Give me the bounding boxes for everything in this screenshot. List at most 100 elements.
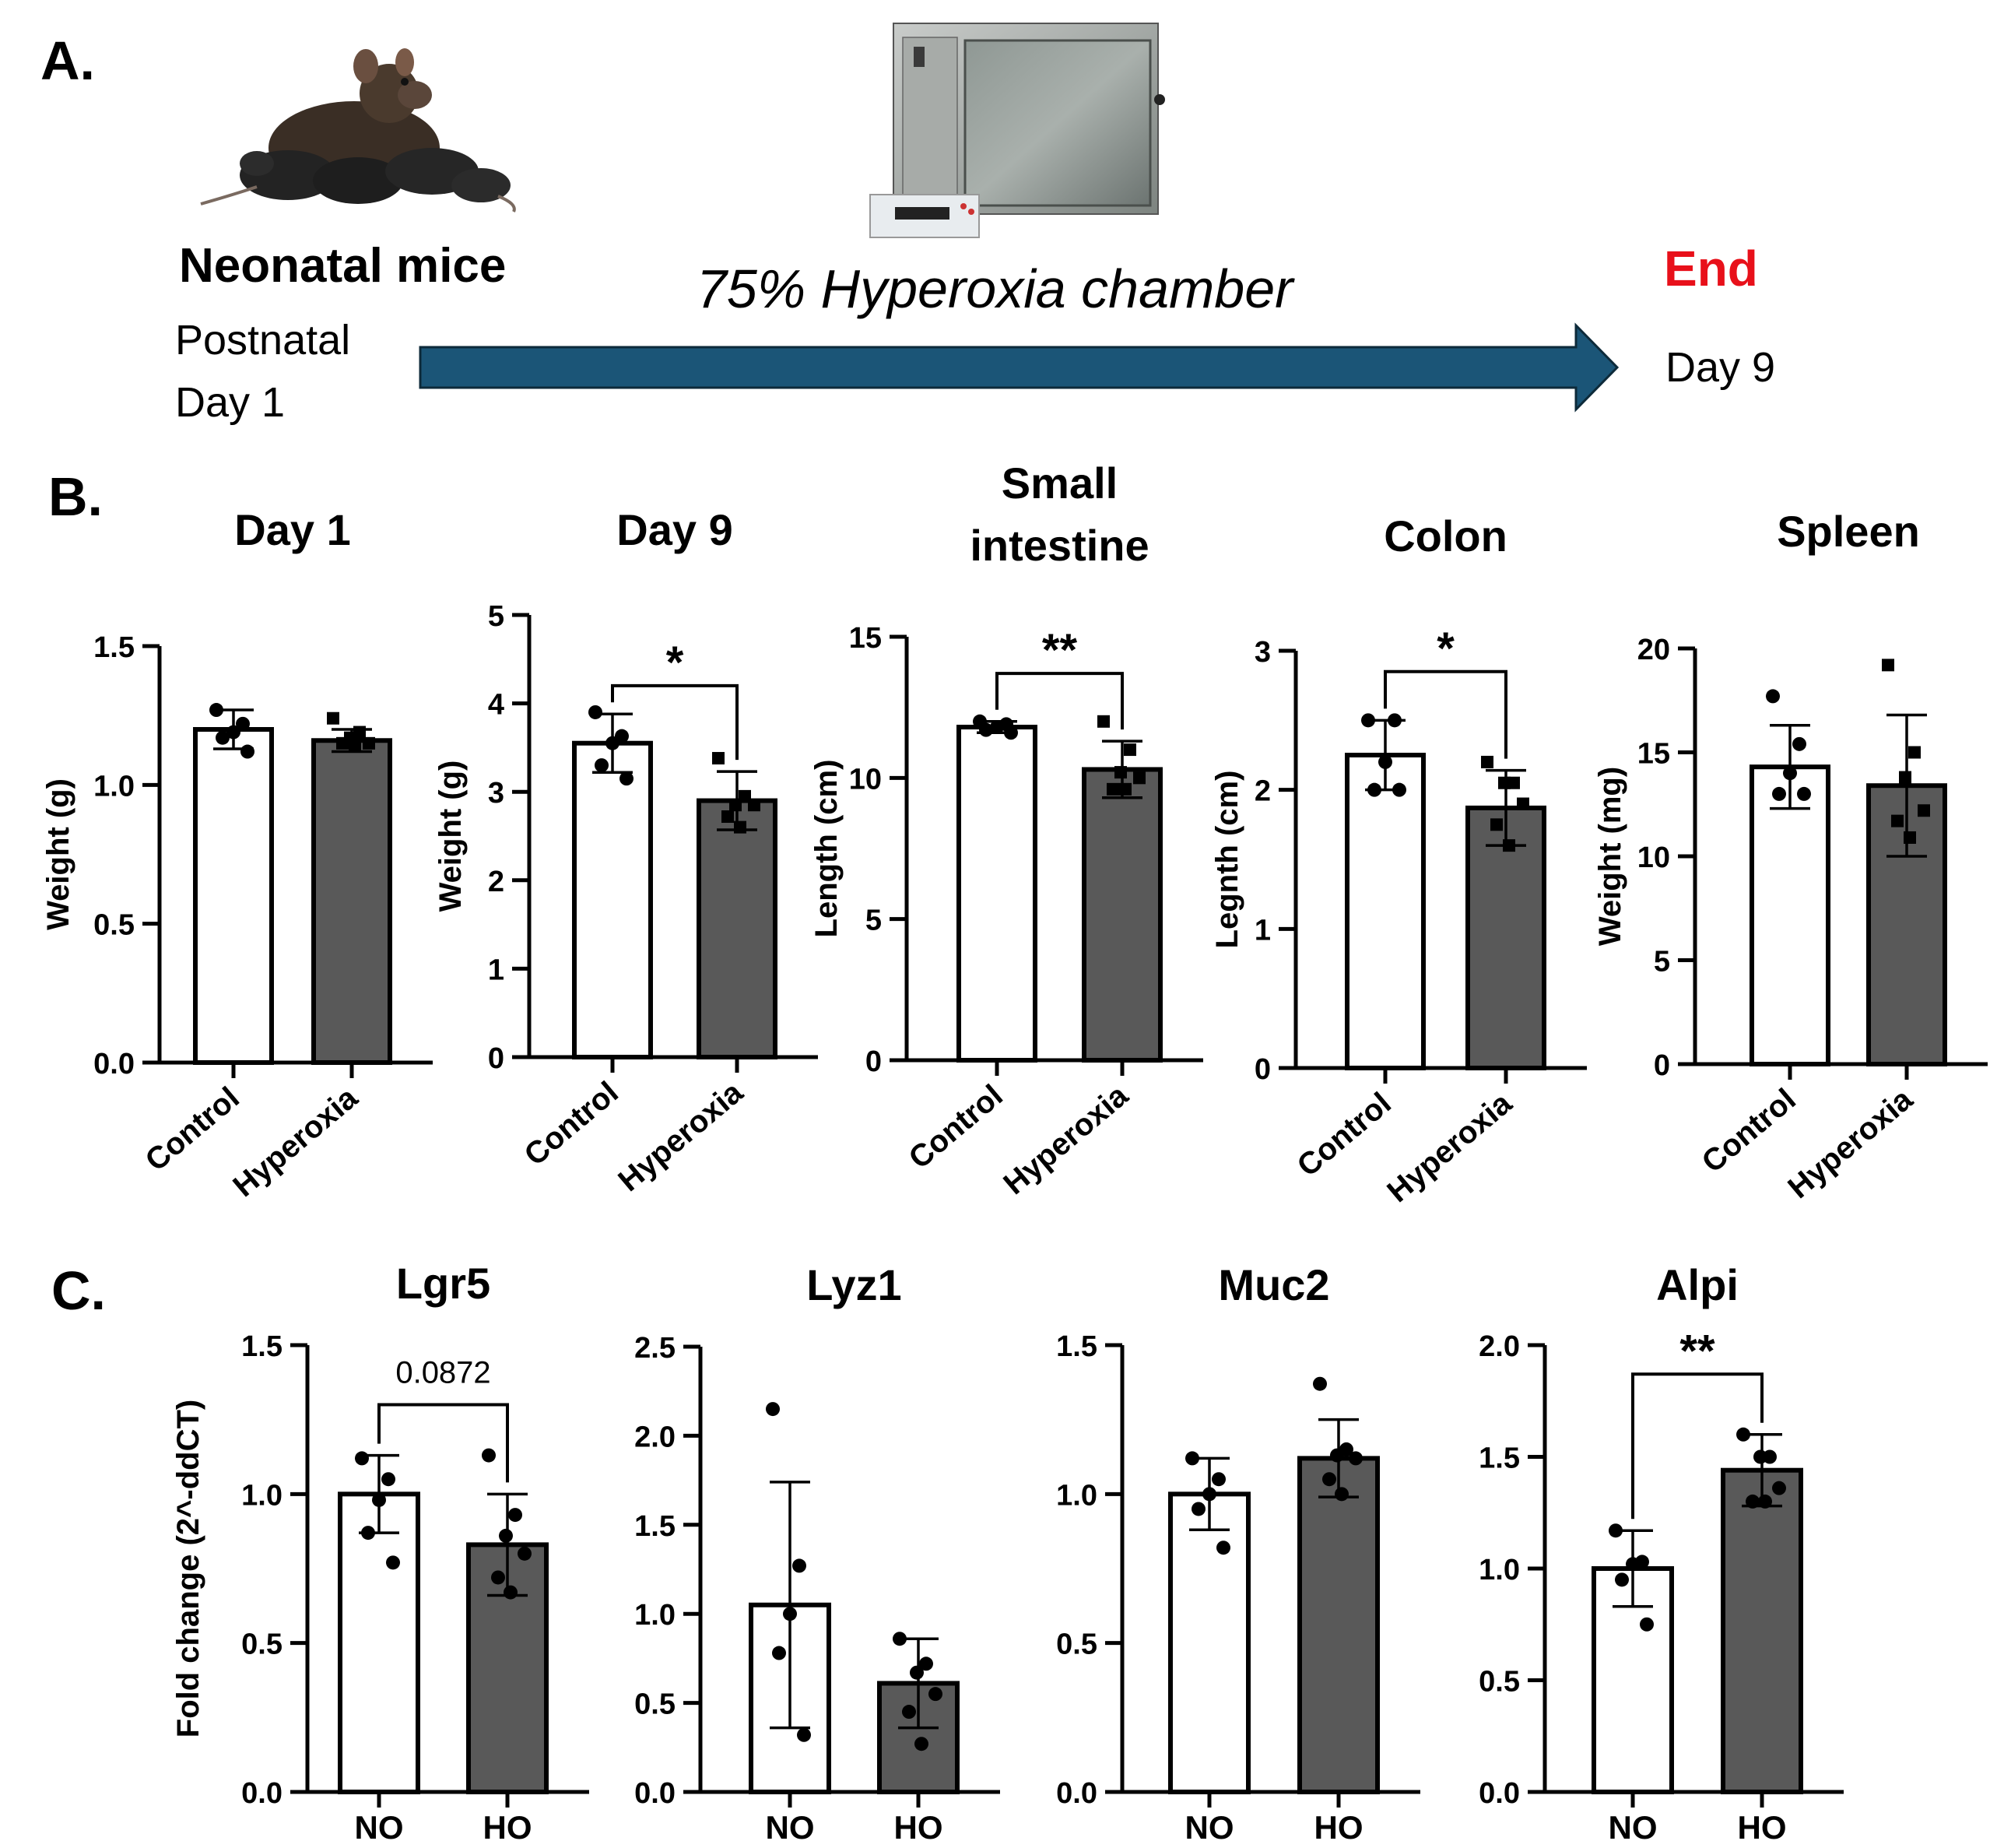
data-point (1899, 771, 1911, 784)
y-tick-label: 1.0 (241, 1479, 283, 1512)
significance-bracket (377, 1403, 509, 1483)
data-point (1367, 782, 1381, 797)
y-tick-label: 0 (1255, 1053, 1271, 1086)
data-point (482, 1448, 496, 1463)
x-category-label: HO (1314, 1809, 1364, 1846)
data-point (1498, 776, 1511, 789)
y-tick-label: 5 (488, 600, 504, 633)
data-point (336, 736, 349, 750)
data-point (499, 1528, 513, 1543)
y-tick-label: 10 (1637, 841, 1670, 874)
x-category-label: Control (1696, 1082, 1802, 1179)
x-category-label: HO (483, 1809, 532, 1846)
bar-control (572, 740, 653, 1059)
significance-label: ** (1679, 1326, 1715, 1376)
day1-label: Day 1 (175, 379, 285, 426)
y-axis-label: Fold change (2^-ddCT) (171, 1400, 205, 1737)
data-point (361, 1526, 375, 1541)
data-point (209, 703, 223, 718)
data-point (1212, 1472, 1226, 1487)
data-point (236, 716, 250, 731)
y-tick-label: 0.5 (93, 909, 135, 942)
y-tick-label: 15 (849, 622, 882, 655)
data-point (712, 752, 725, 765)
y-tick-label: 1.5 (241, 1330, 283, 1363)
x-category-label: Hyperoxia (1381, 1086, 1518, 1210)
data-point (1124, 743, 1136, 757)
chamber-label: 75% Hyperoxia chamber (697, 258, 1295, 319)
y-axis-label: Weight (g) (433, 761, 468, 912)
data-point (372, 1492, 386, 1507)
data-point (1322, 1472, 1336, 1487)
data-point (748, 799, 760, 812)
y-tick-label: 0.0 (634, 1777, 676, 1810)
y-tick-label: 1.0 (1479, 1554, 1520, 1586)
y-tick-label: 1.5 (634, 1510, 676, 1543)
data-point (910, 1665, 924, 1680)
y-tick-label: 0.0 (93, 1048, 135, 1080)
panel-a-letter: A. (40, 30, 95, 91)
bar-hyperoxia (697, 798, 777, 1060)
chart-title: Muc2 (1218, 1260, 1329, 1309)
data-point (772, 1646, 786, 1660)
data-point (1388, 713, 1402, 728)
panel-c-letter: C. (51, 1260, 106, 1321)
significance-label: ** (1042, 625, 1078, 676)
data-point (1609, 1523, 1623, 1538)
y-tick-label: 1 (488, 954, 504, 986)
x-category-label: NO (1185, 1809, 1234, 1846)
data-point (1736, 1427, 1750, 1442)
panel-b-letter: B. (48, 466, 103, 527)
data-point (605, 736, 619, 750)
significance-label: * (666, 638, 684, 688)
y-tick-label: 0 (488, 1042, 504, 1075)
data-point (1908, 746, 1921, 759)
y-tick-label: 3 (1255, 636, 1271, 669)
data-point (216, 730, 230, 745)
chart-b5: Spleen 0 5 10 15 20 Weight (mg) ControlHyperoxi… (1593, 507, 1988, 1205)
data-point (1097, 715, 1110, 728)
data-point (1772, 786, 1786, 801)
y-tick-label: 0.5 (241, 1628, 283, 1661)
data-point (919, 1657, 933, 1671)
data-point (1746, 1494, 1760, 1509)
chart-title: Day 9 (616, 505, 732, 554)
data-point (355, 1451, 369, 1466)
data-point (721, 810, 734, 824)
y-tick-label: 0.5 (1479, 1666, 1520, 1699)
x-category-label: HO (894, 1809, 943, 1846)
y-tick-label: 1.0 (93, 770, 135, 803)
data-point (792, 1558, 806, 1573)
y-tick-label: 1 (1255, 914, 1271, 947)
significance-label: * (1437, 624, 1455, 674)
x-category-label: NO (355, 1809, 404, 1846)
y-tick-label: 0.5 (634, 1688, 676, 1721)
chart-c3: Muc2 0.0 0.5 1.0 1.5 NO HO (1056, 1260, 1420, 1846)
y-tick-label: 4 (488, 689, 504, 722)
end-label: End (1664, 241, 1758, 297)
x-category-label: Control (518, 1075, 625, 1172)
bar-control (193, 727, 274, 1065)
data-point (1392, 782, 1406, 797)
data-point (1330, 1448, 1344, 1463)
x-category-label: Control (903, 1078, 1009, 1175)
x-category-label: Control (1291, 1086, 1398, 1183)
data-point (1192, 1502, 1206, 1516)
y-tick-label: 15 (1637, 738, 1670, 771)
bar-hyperoxia (1082, 767, 1163, 1063)
bar-ho (1721, 1467, 1803, 1794)
y-tick-label: 2.0 (634, 1421, 676, 1453)
data-point (240, 744, 254, 759)
data-point (1904, 831, 1916, 844)
timeline-arrow (419, 322, 1620, 413)
data-point (1918, 804, 1930, 817)
mice-image (200, 48, 516, 213)
data-point (1119, 782, 1132, 796)
y-tick-label: 1.0 (634, 1599, 676, 1632)
neonatal-mice-label: Neonatal mice (179, 239, 506, 293)
chart-c1: Lgr5 0.0 0.5 1.0 1.5 Fold change (2^-ddCT) NO H… (171, 1259, 589, 1846)
significance-bracket (995, 672, 1124, 730)
y-tick-label: 0 (1654, 1049, 1670, 1082)
data-point (508, 1508, 522, 1523)
